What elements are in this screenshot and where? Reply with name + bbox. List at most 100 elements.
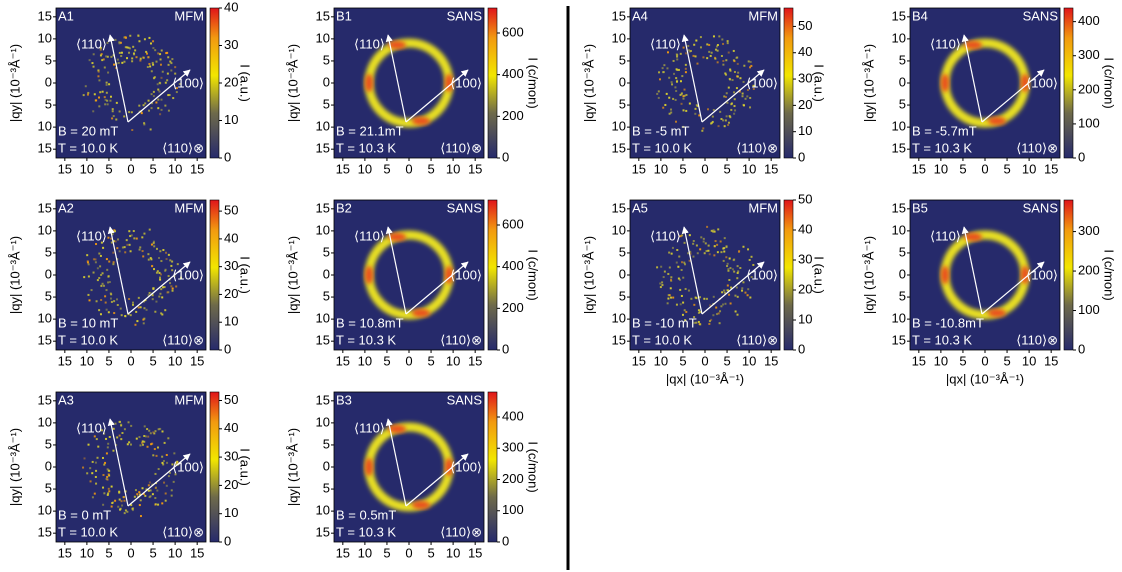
- speckle: [141, 443, 144, 446]
- speckle: [139, 59, 142, 62]
- arrow: [681, 226, 703, 315]
- speckle: [709, 54, 712, 57]
- speckle: [706, 225, 709, 228]
- speckle: [716, 61, 719, 64]
- x-tick-label: 15: [632, 161, 646, 176]
- colorbar-tick-label: 30: [798, 70, 812, 85]
- colorbar-tick-label: 0: [224, 533, 231, 548]
- speckle: [118, 41, 121, 44]
- speckle: [112, 449, 115, 452]
- speckle: [718, 35, 721, 38]
- speckle: [741, 289, 744, 292]
- direction-label: ⟨110⟩: [76, 420, 107, 435]
- arrow: [127, 453, 191, 507]
- speckle: [670, 111, 673, 114]
- speckle: [98, 96, 101, 99]
- x-tick-label: 15: [632, 353, 646, 368]
- y-tick-label: 5: [45, 52, 52, 67]
- speckle: [153, 448, 156, 451]
- speckle: [110, 241, 113, 244]
- speckle: [99, 46, 102, 49]
- x-tick-label: 15: [1044, 161, 1058, 176]
- speckle: [112, 263, 115, 266]
- speckle: [726, 265, 729, 268]
- speckle: [137, 306, 140, 309]
- ring-peak: [988, 309, 1006, 317]
- speckle: [107, 71, 110, 74]
- speckle: [702, 237, 705, 240]
- speckle: [176, 460, 179, 463]
- speckle: [115, 101, 118, 104]
- speckle: [675, 303, 678, 306]
- speckle: [677, 265, 680, 268]
- speckle: [112, 261, 115, 264]
- speckle: [132, 230, 135, 233]
- speckle: [91, 460, 94, 463]
- colorbar-tick-label: 50: [224, 392, 238, 407]
- speckle: [174, 66, 177, 69]
- x-tick-label: 15: [764, 353, 778, 368]
- speckle: [100, 284, 103, 287]
- speckle: [145, 488, 148, 491]
- speckle: [722, 259, 725, 262]
- speckle: [171, 260, 174, 263]
- speckle: [706, 57, 709, 60]
- speckle: [102, 58, 105, 61]
- speckle: [720, 54, 723, 57]
- speckle: [128, 441, 131, 444]
- speckle: [675, 90, 678, 93]
- speckle: [120, 424, 123, 427]
- speckle: [105, 55, 108, 58]
- speckle: [143, 122, 146, 125]
- speckle: [734, 310, 737, 313]
- speckle: [108, 435, 111, 438]
- y-tick-label: 5: [323, 96, 330, 111]
- y-tick-label: 10: [316, 503, 330, 518]
- speckle: [118, 110, 121, 113]
- panel: ⟨110⟩ ⟨100⟩ ⟨110⟩⊗ B3 SANS B = 0.5mT T = 10.3 …: [285, 391, 541, 560]
- speckle: [687, 49, 690, 52]
- speckle: [97, 445, 100, 448]
- speckle: [106, 99, 109, 102]
- speckle: [735, 56, 738, 59]
- ring-peak: [941, 74, 949, 92]
- speckle: [722, 303, 725, 306]
- speckle: [151, 483, 154, 486]
- speckle: [726, 262, 729, 265]
- speckle: [99, 48, 102, 51]
- speckle: [747, 288, 750, 291]
- speckle: [160, 288, 163, 291]
- speckle: [162, 463, 165, 466]
- speckle: [135, 310, 138, 313]
- x-tick-label: 15: [190, 353, 204, 368]
- direction-label: ⟨100⟩: [450, 267, 482, 282]
- panel: ⟨110⟩ ⟨100⟩ ⟨110⟩⊗ B4 SANS B = -5.7mT T = 10.3…: [861, 7, 1117, 176]
- speckle: [91, 62, 94, 65]
- direction-label: ⟨100⟩: [172, 459, 204, 474]
- speckle: [148, 109, 151, 112]
- speckle: [157, 52, 160, 55]
- speckle: [729, 267, 732, 270]
- speckle: [106, 268, 109, 271]
- arrow: [107, 226, 129, 315]
- y-tick-label: 15: [316, 525, 330, 540]
- speckle: [86, 260, 89, 263]
- x-tick-label: 5: [959, 161, 966, 176]
- speckle: [662, 71, 665, 74]
- x-tick-label: 5: [105, 545, 112, 560]
- speckle: [717, 125, 720, 128]
- speckle: [157, 428, 160, 431]
- x-tick-label: 0: [127, 545, 134, 560]
- speckle: [672, 59, 675, 62]
- speckle: [121, 431, 124, 434]
- speckle: [175, 285, 178, 288]
- speckle: [101, 59, 104, 62]
- speckle: [681, 261, 684, 264]
- speckle: [727, 269, 730, 272]
- y-tick-label: 5: [619, 244, 626, 259]
- x-tick-label: 5: [149, 545, 156, 560]
- y-tick-label: 10: [38, 503, 52, 518]
- speckle: [670, 279, 673, 282]
- speckle: [95, 243, 98, 246]
- speckle: [88, 59, 91, 62]
